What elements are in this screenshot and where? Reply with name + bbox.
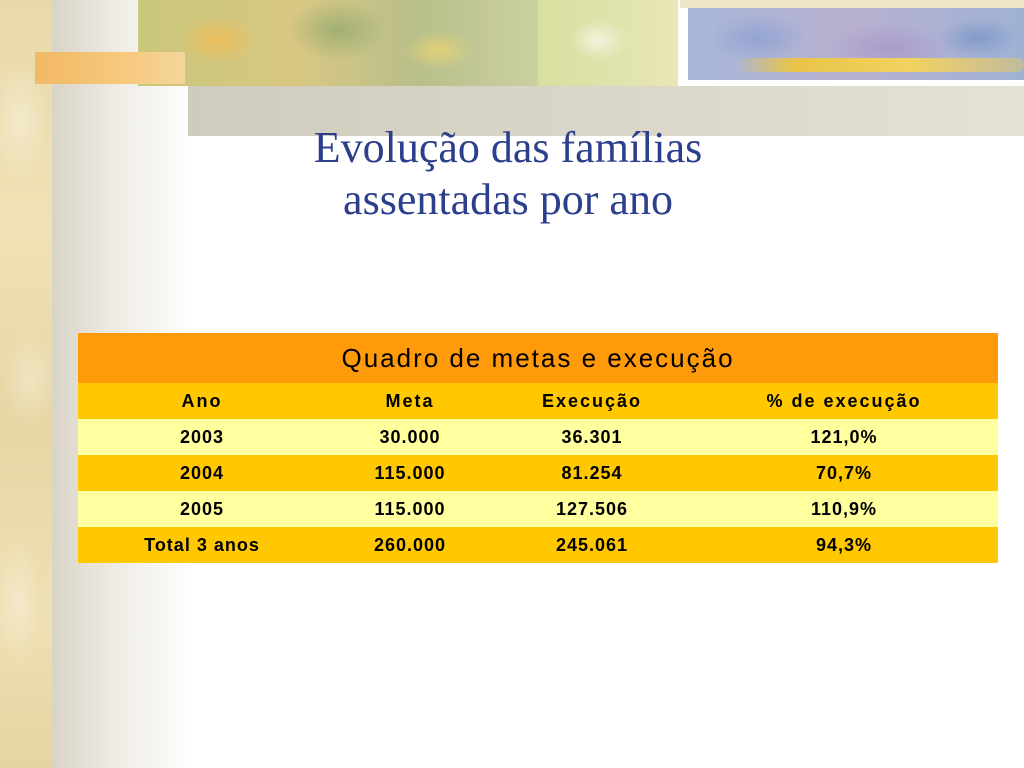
column-header-execucao: Execução [494,383,690,419]
orange-accent-bar [35,52,185,84]
cell-meta: 30.000 [326,419,494,455]
goals-execution-table: Quadro de metas e execução Ano Meta Exec… [78,333,999,563]
table-row: 2004 115.000 81.254 70,7% [78,455,999,491]
cell-percent: 110,9% [690,491,999,527]
cell-execucao: 81.254 [494,455,690,491]
parchment-texture-band [0,0,52,768]
cell-execucao: 127.506 [494,491,690,527]
gold-stroke [736,58,1024,72]
cell-meta: 115.000 [326,455,494,491]
grey-accent-bar [188,86,1024,136]
cell-execucao: 36.301 [494,419,690,455]
cell-ano: 2005 [78,491,326,527]
cell-meta: 115.000 [326,491,494,527]
leaf-pattern-strip [138,0,538,86]
column-header-percent-execucao: % de execução [690,383,999,419]
table-caption-row: Quadro de metas e execução [78,333,999,383]
cream-strip [680,0,1024,8]
cell-ano: 2003 [78,419,326,455]
column-header-ano: Ano [78,383,326,419]
column-header-meta: Meta [326,383,494,419]
cell-percent: 121,0% [690,419,999,455]
slide-title-line-2: assentadas por ano [343,175,673,224]
light-pattern-strip [538,0,678,86]
table-row: 2005 115.000 127.506 110,9% [78,491,999,527]
table-caption: Quadro de metas e execução [78,333,999,383]
cell-meta: 260.000 [326,527,494,563]
table-header-row: Ano Meta Execução % de execução [78,383,999,419]
slide-title-line-1: Evolução das famílias [313,123,703,172]
table-row: 2003 30.000 36.301 121,0% [78,419,999,455]
cell-percent: 70,7% [690,455,999,491]
cell-ano: Total 3 anos [78,527,326,563]
cell-execucao: 245.061 [494,527,690,563]
table-total-row: Total 3 anos 260.000 245.061 94,3% [78,527,999,563]
cell-percent: 94,3% [690,527,999,563]
slide-title: Evolução das famílias assentadas por ano [188,122,828,226]
cell-ano: 2004 [78,455,326,491]
